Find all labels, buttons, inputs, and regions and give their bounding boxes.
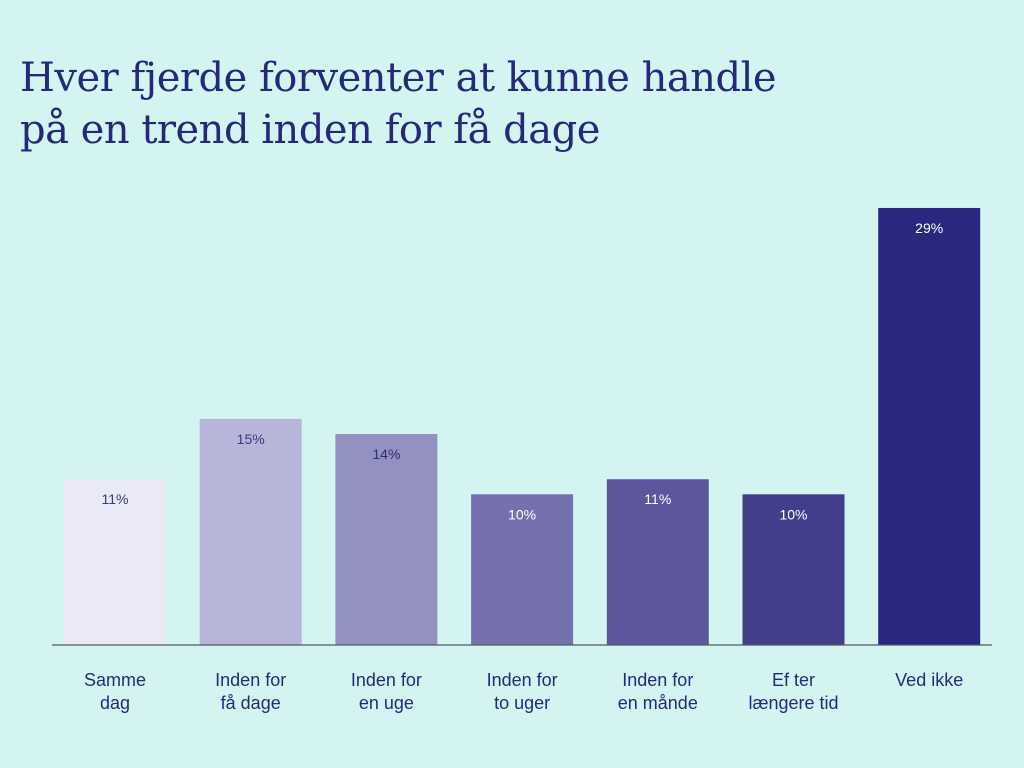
bar-value-label-4: 10% bbox=[508, 506, 536, 522]
category-label-1: Samme dag bbox=[84, 670, 146, 713]
category-label-2: Inden for få dage bbox=[215, 670, 286, 713]
bar-6 bbox=[742, 494, 845, 645]
category-label-3-line-2: en uge bbox=[359, 693, 414, 713]
bar-value-label-7: 29% bbox=[915, 220, 943, 236]
category-label-5-line-1: Inden for bbox=[622, 670, 693, 690]
bar-7 bbox=[878, 207, 981, 645]
bar-value-label-1: 11% bbox=[102, 491, 129, 507]
category-label-3-line-1: Inden for bbox=[351, 670, 422, 690]
bar-value-label-5: 11% bbox=[644, 491, 671, 507]
category-label-6-line-1: Ef ter bbox=[772, 670, 815, 690]
bar-value-label-3: 14% bbox=[372, 446, 400, 462]
category-label-5-line-2: en månde bbox=[618, 693, 698, 713]
category-label-6-line-2: længere tid bbox=[748, 693, 838, 713]
bar-4 bbox=[471, 494, 574, 645]
chart-title-line-1: Hver fjerde forventer at kunne handle bbox=[20, 55, 777, 101]
category-label-4-line-2: to uger bbox=[494, 693, 550, 713]
category-label-5: Inden for en månde bbox=[618, 670, 698, 713]
category-label-7: Ved ikke bbox=[895, 670, 963, 690]
category-label-2-line-1: Inden for bbox=[215, 670, 286, 690]
chart-title-line-2: på en trend inden for få dage bbox=[20, 107, 600, 153]
bar-1 bbox=[64, 479, 166, 645]
bar-value-label-6: 10% bbox=[779, 506, 807, 522]
value-labels-group: 11% 15% 14% 10% 11% 10% 29% bbox=[102, 220, 944, 522]
bar-3 bbox=[335, 434, 438, 645]
category-label-2-line-2: få dage bbox=[221, 693, 281, 713]
category-label-6: Ef ter længere tid bbox=[748, 670, 838, 713]
category-label-1-line-1: Samme bbox=[84, 670, 146, 690]
category-label-4-line-1: Inden for bbox=[487, 670, 558, 690]
bar-2 bbox=[199, 418, 302, 645]
bar-5 bbox=[606, 479, 709, 645]
category-label-3: Inden for en uge bbox=[351, 670, 422, 713]
category-label-1-line-2: dag bbox=[100, 693, 130, 713]
category-label-7-line-1: Ved ikke bbox=[895, 670, 963, 690]
chart-title: Hver fjerde forventer at kunne handle på… bbox=[20, 52, 920, 156]
bar-value-label-2: 15% bbox=[237, 431, 265, 447]
bars-group bbox=[64, 207, 981, 645]
category-label-4: Inden for to uger bbox=[487, 670, 558, 713]
